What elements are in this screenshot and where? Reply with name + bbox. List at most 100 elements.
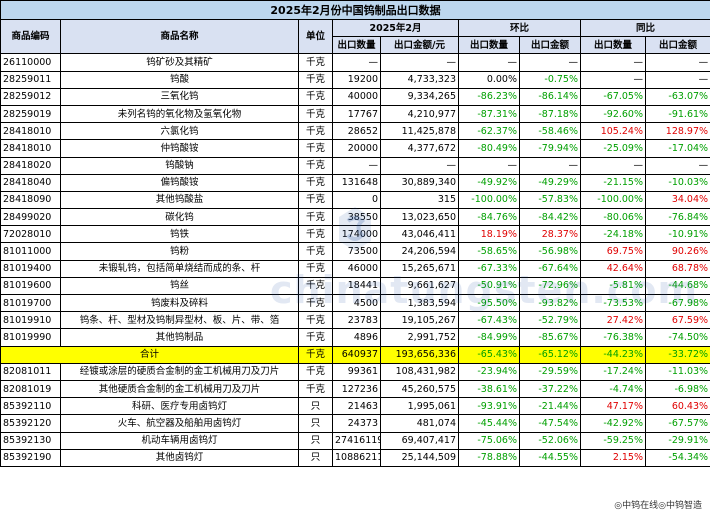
cell-yoy-qty: -67.05%: [580, 87, 646, 106]
cell-mom-qty: 0.00%: [458, 70, 520, 89]
cell-yoy-qty: 69.75%: [580, 242, 646, 261]
cell-mom-amt: -93.82%: [519, 293, 581, 313]
cell-yoy-amt: -67.57%: [644, 414, 710, 433]
cell-unit: 千克: [298, 225, 333, 244]
cell-mom-qty: -45.44%: [458, 414, 520, 433]
cell-qty: 17767: [332, 104, 381, 124]
cell-amount: 19,105,267: [380, 311, 459, 330]
cell-yoy-qty: 42.64%: [580, 259, 646, 278]
cell-mom-amt: -85.67%: [519, 328, 581, 347]
cell-mom-amt: -72.96%: [519, 276, 581, 296]
cell-yoy-amt: 128.97%: [644, 122, 710, 141]
header-name: 商品名称: [60, 18, 299, 55]
cell-qty: 640937: [332, 345, 381, 364]
cell-code: 85392130: [0, 431, 61, 450]
cell-mom-qty: -86.23%: [458, 87, 520, 106]
cell-amount: 4,377,672: [380, 139, 459, 158]
cell-yoy-qty: -21.15%: [580, 173, 646, 192]
cell-yoy-amt: —: [644, 156, 710, 175]
cell-amount: 1,383,594: [380, 293, 459, 313]
table-row: 81019400 未锻轧钨，包括简单烧结而成的条、杆 千克 46000 15,265,6…: [0, 259, 710, 278]
cell-mom-amt: -37.22%: [519, 379, 581, 399]
header-row-1: 商品编码 商品名称 单位 2025年2月 环比 同比: [0, 18, 710, 55]
cell-yoy-qty: -44.23%: [580, 345, 646, 364]
cell-mom-qty: -23.94%: [458, 362, 520, 381]
cell-mom-qty: -80.49%: [458, 139, 520, 158]
cell-unit: 千克: [298, 311, 333, 330]
cell-yoy-qty: -5.81%: [580, 276, 646, 296]
table-row: 72028010 钨铁 千克 174000 43,046,411 18.19% 28.37%…: [0, 225, 710, 244]
cell-mom-qty: -49.92%: [458, 173, 520, 192]
cell-code: 72028010: [0, 225, 61, 244]
cell-mom-amt: -58.46%: [519, 122, 581, 141]
cell-yoy-qty: -80.06%: [580, 208, 646, 227]
cell-mom-amt: -44.55%: [519, 448, 581, 467]
cell-amount: 193,656,336: [380, 345, 459, 364]
cell-code: 85392110: [0, 397, 61, 416]
cell-amount: 4,210,977: [380, 104, 459, 124]
cell-amount: 30,889,340: [380, 173, 459, 192]
table-row: 28259012 三氧化钨 千克 40000 9,334,265 -86.23% -86.1…: [0, 87, 710, 106]
cell-amount: 481,074: [380, 414, 459, 433]
cell-code: 28259012: [0, 87, 61, 106]
cell-unit: 千克: [298, 379, 333, 399]
cell-unit: 只: [298, 448, 333, 467]
cell-name: 其他卤钨灯: [60, 448, 299, 467]
cell-qty: 174000: [332, 225, 381, 244]
export-table: 2025年2月份中国钨制品出口数据 商品编码 商品名称 单位 2025年2月 环…: [0, 0, 710, 467]
table-row: 28418010 六氯化钨 千克 28652 11,425,878 -62.37% -58.…: [0, 122, 710, 141]
cell-name: 火车、航空器及船舶用卤钨灯: [60, 414, 299, 433]
cell-mom-qty: -78.88%: [458, 448, 520, 467]
cell-mom-amt: -21.44%: [519, 397, 581, 416]
total-row: 合计 千克 640937 193,656,336 -65.43% -65.12% -44.2…: [0, 345, 710, 364]
table-row: 82081011 经镀或涂层的硬质合金制的金工机械用刀及刀片 千克 99361 108,…: [0, 362, 710, 381]
cell-mom-qty: -62.37%: [458, 122, 520, 141]
cell-mom-qty: -84.76%: [458, 208, 520, 227]
cell-yoy-amt: 67.59%: [644, 311, 710, 330]
title-row: 2025年2月份中国钨制品出口数据: [0, 0, 710, 20]
cell-mom-amt: -47.54%: [519, 414, 581, 433]
cell-mom-amt: -49.29%: [519, 173, 581, 192]
table-row: 28499020 碳化钨 千克 38550 13,023,650 -84.76% -84.4…: [0, 208, 710, 227]
cell-yoy-amt: -10.03%: [644, 173, 710, 192]
cell-amount: 9,334,265: [380, 87, 459, 106]
cell-qty: 0: [332, 190, 381, 210]
cell-yoy-amt: 68.78%: [644, 259, 710, 278]
cell-mom-qty: -67.43%: [458, 311, 520, 330]
table-row: 26110000 钨矿砂及其精矿 千克 — — — — — —: [0, 53, 710, 72]
cell-code: 28418010: [0, 122, 61, 141]
cell-yoy-amt: 60.43%: [644, 397, 710, 416]
cell-unit: 千克: [298, 276, 333, 296]
cell-code: 81019600: [0, 276, 61, 296]
cell-amount: —: [380, 156, 459, 175]
cell-name: 机动车辆用卤钨灯: [60, 431, 299, 450]
cell-unit: 千克: [298, 259, 333, 278]
cell-mom-qty: 18.19%: [458, 225, 520, 244]
cell-yoy-amt: —: [644, 53, 710, 72]
cell-unit: 千克: [298, 87, 333, 106]
table-row: 81019700 钨废料及碎料 千克 4500 1,383,594 -95.50% -93.…: [0, 293, 710, 313]
cell-unit: 千克: [298, 190, 333, 210]
cell-name: 科研、医疗专用卤钨灯: [60, 397, 299, 416]
cell-yoy-qty: -42.92%: [580, 414, 646, 433]
cell-code: 82081019: [0, 379, 61, 399]
cell-mom-amt: -52.79%: [519, 311, 581, 330]
cell-amount: 315: [380, 190, 459, 210]
cell-unit: 千克: [298, 208, 333, 227]
header-yoy-qty: 出口数量: [580, 36, 646, 55]
cell-mom-qty: -58.65%: [458, 242, 520, 261]
table-row: 85392120 火车、航空器及船舶用卤钨灯只 24373 481,074 -45.44…: [0, 414, 710, 433]
cell-unit: 千克: [298, 122, 333, 141]
cell-yoy-qty: —: [580, 156, 646, 175]
cell-amount: 1,995,061: [380, 397, 459, 416]
cell-name: 三氧化钨: [60, 87, 299, 106]
cell-qty: 4500: [332, 293, 381, 313]
cell-code: 28418010: [0, 139, 61, 158]
cell-yoy-amt: -54.34%: [644, 448, 710, 467]
cell-mom-qty: -87.31%: [458, 104, 520, 124]
cell-code: 81019400: [0, 259, 61, 278]
cell-mom-qty: —: [458, 156, 520, 175]
table-row: 28259011 钨酸 千克 19200 4,733,323 0.00% -0.75% — —: [0, 70, 710, 89]
header-mom-amount: 出口金额: [519, 36, 581, 55]
